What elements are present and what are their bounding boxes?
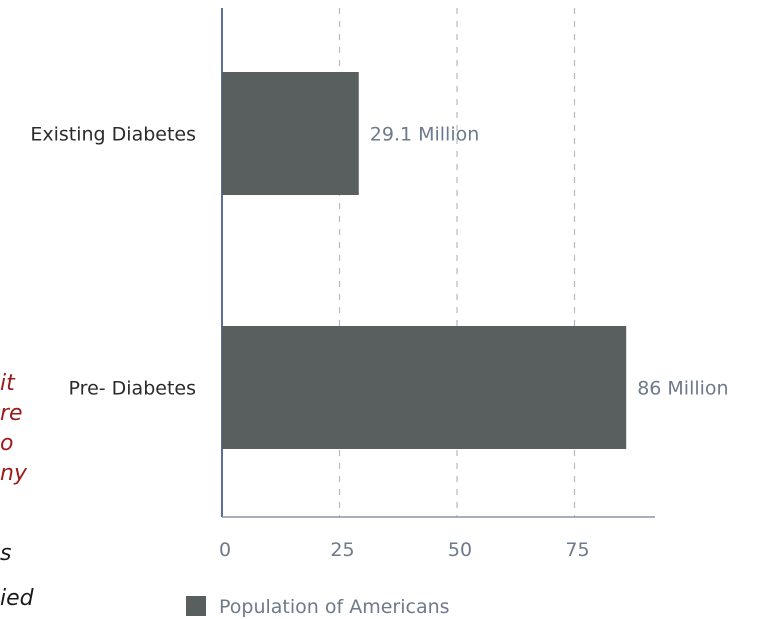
bar-0 [222, 72, 359, 195]
margin-text-fragment-3: ny [0, 461, 28, 486]
data-label-1: 86 Million [637, 378, 728, 400]
data-label-0: 29.1 Million [370, 124, 480, 146]
margin-text-fragment-1: re [0, 401, 23, 426]
x-tick-label-75: 75 [565, 539, 589, 561]
category-label-1: Pre- Diabetes [69, 378, 196, 400]
x-tick-label-0: 0 [219, 539, 231, 561]
margin-text-fragment-0: it [0, 371, 16, 396]
x-tick-label-25: 25 [330, 539, 354, 561]
legend-swatch [186, 596, 206, 616]
margin-text-fragment-6: ied [0, 586, 35, 611]
bar-1 [222, 326, 627, 449]
margin-text-fragment-5: s [0, 541, 11, 566]
legend-label: Population of Americans [219, 596, 450, 618]
margin-text-fragment-2: o [0, 431, 13, 456]
x-tick-label-50: 50 [448, 539, 472, 561]
category-label-0: Existing Diabetes [30, 124, 196, 146]
